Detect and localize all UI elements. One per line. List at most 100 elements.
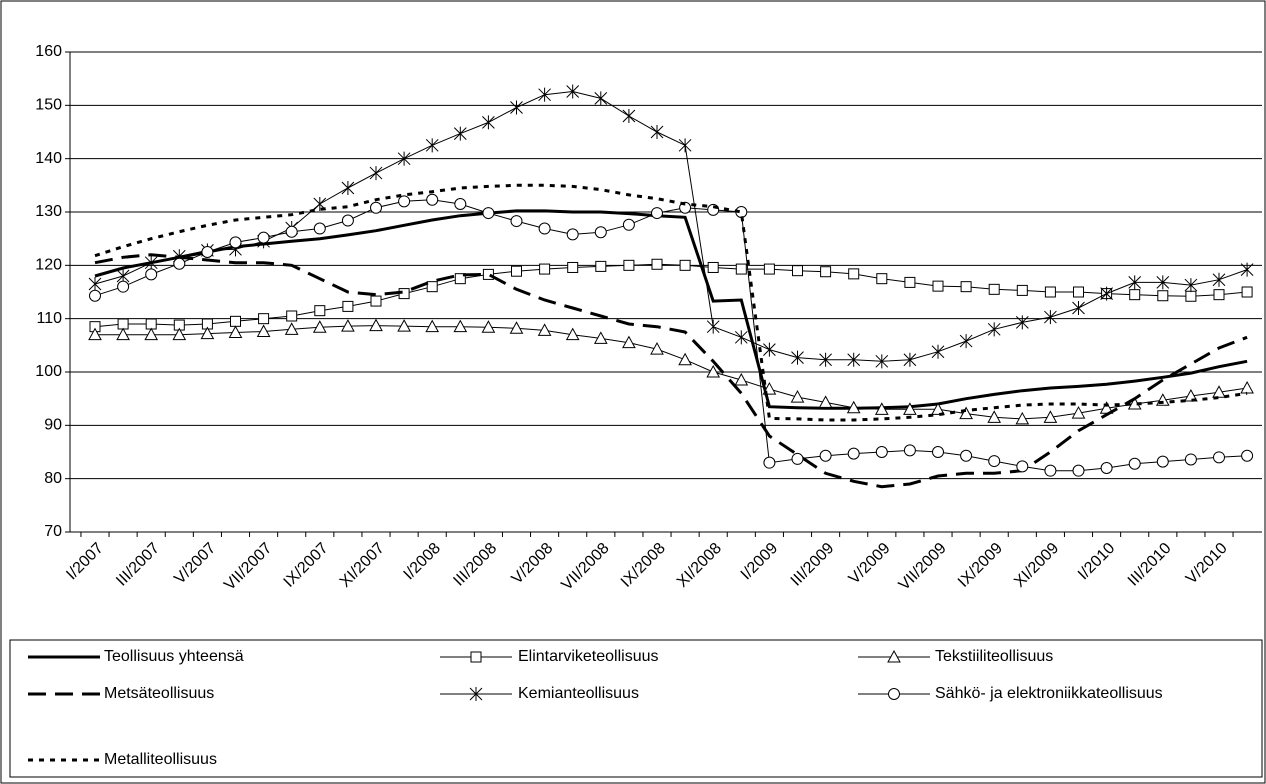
data-point — [763, 456, 776, 469]
data-point — [1241, 286, 1253, 298]
data-point — [567, 261, 579, 273]
data-point — [509, 321, 524, 334]
data-point — [1156, 275, 1170, 290]
data-point — [230, 315, 241, 327]
data-point — [257, 231, 270, 244]
data-point — [1128, 275, 1142, 290]
data-point — [510, 215, 523, 228]
data-point — [622, 218, 635, 231]
data-point — [1073, 286, 1084, 298]
data-point — [229, 236, 242, 249]
data-point — [1185, 290, 1197, 302]
data-point — [510, 100, 523, 115]
data-point — [539, 263, 551, 275]
legend-marker — [887, 649, 901, 663]
data-point — [398, 195, 411, 208]
data-point — [846, 400, 861, 414]
data-point — [1212, 272, 1226, 287]
legend-marker — [469, 687, 483, 701]
data-point — [1016, 460, 1029, 473]
data-point — [1213, 289, 1225, 301]
data-point — [791, 452, 804, 465]
data-point — [116, 327, 130, 341]
data-point — [258, 313, 270, 325]
data-point — [595, 260, 607, 272]
data-point — [200, 326, 215, 340]
data-point — [342, 300, 354, 312]
data-point — [173, 257, 186, 270]
data-point — [566, 228, 579, 241]
data-point — [201, 246, 214, 258]
data-point — [482, 268, 494, 280]
data-point — [594, 226, 607, 239]
data-point — [820, 266, 832, 278]
data-point — [650, 125, 664, 139]
data-point — [312, 320, 327, 333]
data-point — [1044, 310, 1057, 325]
series-line — [94, 209, 1248, 410]
data-point — [678, 352, 692, 366]
data-point — [426, 193, 439, 206]
data-point — [1044, 464, 1057, 477]
data-point — [116, 269, 130, 283]
data-point — [425, 319, 440, 333]
y-tick-label: 130 — [35, 203, 62, 220]
data-point — [875, 354, 889, 369]
data-point — [144, 327, 159, 341]
data-point — [453, 319, 468, 333]
data-point — [1128, 457, 1141, 470]
data-point — [172, 327, 187, 341]
data-point — [228, 325, 243, 339]
data-point — [791, 350, 804, 365]
data-point — [1213, 451, 1225, 464]
y-tick-label: 80 — [44, 470, 62, 487]
legend-label: Sähkö- ja elektroniikkateollisuus — [935, 685, 1163, 702]
y-tick-label: 140 — [35, 150, 62, 167]
data-point — [1043, 410, 1058, 423]
data-point — [988, 283, 1000, 295]
y-tick-label: 120 — [35, 257, 62, 274]
data-point — [1156, 455, 1169, 468]
data-point — [931, 344, 945, 359]
legend-box — [9, 639, 1263, 778]
data-point — [622, 109, 636, 123]
data-point — [1100, 462, 1113, 474]
data-point — [1072, 301, 1085, 315]
data-point — [1184, 388, 1198, 402]
y-tick-label: 110 — [36, 310, 62, 327]
data-point — [763, 342, 776, 357]
series-line — [95, 325, 1248, 420]
data-point — [932, 446, 944, 458]
data-point — [622, 335, 636, 349]
data-point — [707, 261, 719, 273]
data-point — [678, 138, 692, 153]
data-point — [369, 166, 383, 181]
data-point — [284, 322, 299, 335]
data-point — [144, 255, 158, 270]
data-point — [370, 201, 382, 214]
data-point — [903, 444, 916, 457]
data-point — [482, 115, 495, 130]
data-point — [904, 276, 916, 288]
data-point — [650, 342, 664, 355]
data-point — [1071, 406, 1086, 419]
data-point — [623, 259, 635, 271]
data-point — [565, 327, 580, 341]
data-point — [341, 319, 355, 332]
data-point — [735, 263, 747, 275]
data-point — [875, 446, 888, 458]
data-point — [454, 198, 467, 210]
y-tick-label: 150 — [35, 97, 62, 114]
data-point — [932, 280, 944, 292]
data-point — [903, 352, 917, 367]
data-point — [903, 402, 917, 415]
data-point — [397, 151, 411, 166]
y-tick-label: 90 — [44, 417, 62, 434]
data-point — [1240, 380, 1254, 394]
data-point — [848, 268, 860, 280]
data-point — [1157, 290, 1169, 302]
data-point — [285, 225, 298, 238]
data-point — [959, 406, 973, 420]
data-point — [426, 281, 438, 293]
data-point — [847, 447, 860, 460]
